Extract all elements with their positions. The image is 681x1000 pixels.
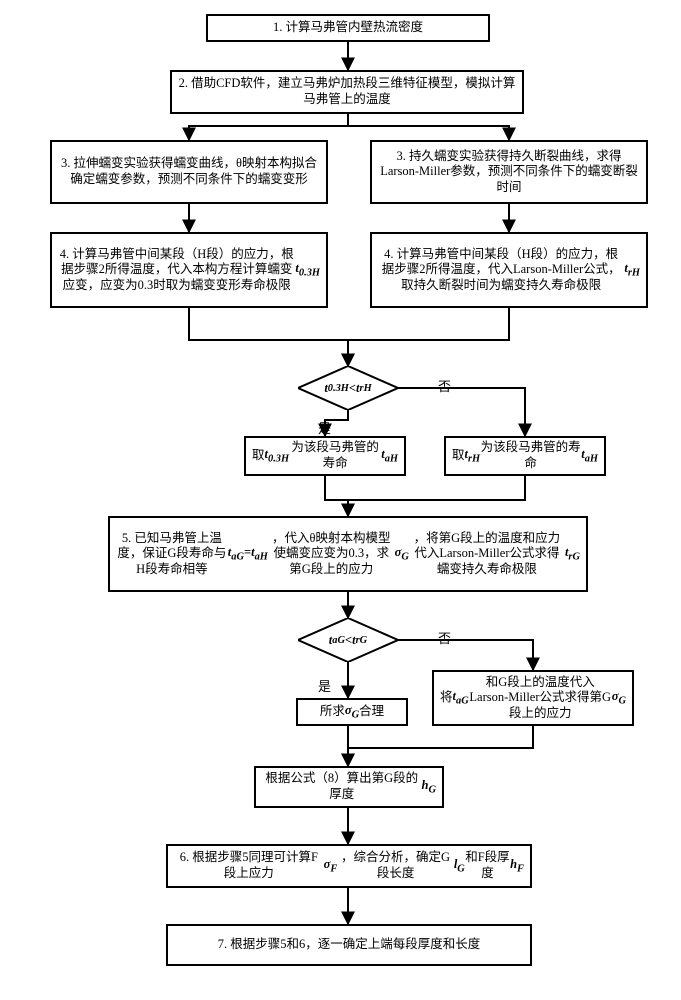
node-s5b: 根据公式（8）算出第G段的厚度hG (254, 766, 444, 808)
node-s2: 2. 借助CFD软件，建立马弗炉加热段三维特征模型，模拟计算马弗管上的温度 (170, 70, 524, 114)
decision-d2: taG<trG (298, 618, 398, 662)
flowchart-canvas: 1. 计算马弗管内壁热流密度 2. 借助CFD软件，建立马弗炉加热段三维特征模型，… (0, 0, 681, 1000)
edge-s2-s3R (348, 114, 509, 140)
node-t1R: 取trH为该段马弗管的寿命taH (444, 436, 606, 476)
edge-t1R-s5 (348, 476, 525, 516)
edge-t1L-s5 (325, 476, 348, 516)
node-t2R: 将taG和G段上的温度代入Larson-Miller公式求得第G段上的应力σG (432, 670, 634, 726)
node-s3L: 3. 拉伸蠕变实验获得蠕变曲线，θ映射本构拟合确定蠕变参数，预测不同条件下的蠕变… (50, 140, 328, 204)
node-t2L: 所求σG合理 (296, 698, 408, 726)
node-s4L: 4. 计算马弗管中间某段（H段）的应力，根据步骤2所得温度，代入本构方程计算蠕变… (50, 232, 328, 308)
edge-label-d1-t1R: 否 (438, 376, 451, 395)
node-s1: 1. 计算马弗管内壁热流密度 (206, 14, 490, 42)
node-s7: 7. 根据步骤5和6，逐一确定上端每段厚度和长度 (166, 924, 532, 966)
edge-s2-s3L (189, 114, 348, 140)
node-s4R: 4. 计算马弗管中间某段（H段）的应力，根据步骤2所得温度，代入Larson-M… (370, 232, 648, 308)
decision-d1: t0.3H<trH (298, 366, 398, 410)
edge-label-d1-t1L: 是 (318, 418, 331, 437)
node-s3R: 3. 持久蠕变实验获得持久断裂曲线，求得Larson-Miller参数，预测不同… (370, 140, 648, 204)
edge-s4R-d1 (348, 308, 509, 366)
edge-t2R-s5b (348, 726, 533, 766)
edge-d1-t1R (398, 388, 525, 436)
node-s6: 6. 根据步骤5同理可计算F段上应力σF，综合分析，确定G段长度lG和F段厚度h… (166, 844, 532, 888)
edge-label-d2-t2L: 是 (318, 676, 331, 695)
edge-label-d2-t2R: 否 (438, 628, 451, 647)
edge-s4L-d1 (189, 308, 348, 366)
node-s5: 5. 已知马弗管上温度，保证G段寿命与H段寿命相等taG=taH，代入θ映射本构… (108, 516, 588, 592)
edge-d2-t2R (398, 640, 533, 670)
node-t1L: 取t0.3H为该段马弗管的寿命taH (244, 436, 406, 476)
